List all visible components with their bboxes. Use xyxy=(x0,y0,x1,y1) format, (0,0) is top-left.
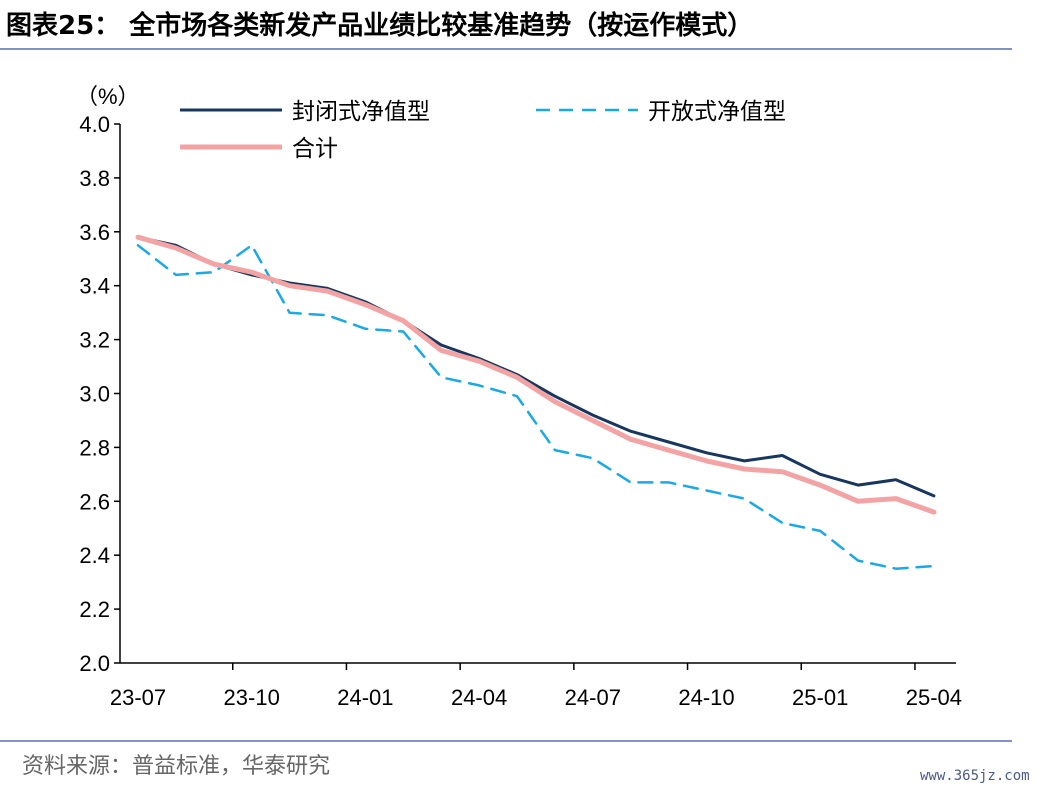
legend-label-open: 开放式净值型 xyxy=(648,99,786,125)
watermark: www.365jz.com xyxy=(920,768,1030,784)
axes: 2.0 2.2 2.4 2.6 2.8 3.0 3.2 3.4 3.6 3.8 4.0 23-07 23… xyxy=(79,112,962,710)
y-tick-label: 2.4 xyxy=(79,543,110,568)
source-note: 资料来源：普益标准，华泰研究 xyxy=(22,754,331,779)
y-tick-label: 3.0 xyxy=(79,382,110,407)
series-line-total xyxy=(135,234,937,515)
y-unit-label: （%） xyxy=(76,84,140,109)
x-tick-label: 24-01 xyxy=(337,685,393,710)
y-tick-label: 3.6 xyxy=(79,220,110,245)
y-tick-label: 3.8 xyxy=(79,166,110,191)
y-tick-label: 3.2 xyxy=(79,328,110,353)
x-tick-label: 24-07 xyxy=(565,685,621,710)
legend-label-total: 合计 xyxy=(292,136,338,162)
line-chart: 2.0 2.2 2.4 2.6 2.8 3.0 3.2 3.4 3.6 3.8 4.0 23-07 23… xyxy=(76,84,962,710)
x-tick-label: 23-10 xyxy=(224,685,280,710)
y-tick-label: 4.0 xyxy=(79,112,110,137)
y-tick-label: 2.2 xyxy=(79,597,110,622)
series-lines xyxy=(135,234,937,570)
source-rule xyxy=(0,740,1012,742)
y-tick-label: 2.8 xyxy=(79,435,110,460)
title-rule xyxy=(0,48,1012,50)
y-tick-label: 3.4 xyxy=(79,274,110,299)
y-tick-label: 2.0 xyxy=(79,651,110,676)
x-tick-label: 24-04 xyxy=(451,685,507,710)
x-tick-label: 25-04 xyxy=(906,685,962,710)
x-tick-label: 23-07 xyxy=(110,685,166,710)
x-tick-label: 25-01 xyxy=(792,685,848,710)
legend-label-closed: 封闭式净值型 xyxy=(292,99,430,125)
y-tick-label: 2.6 xyxy=(79,489,110,514)
x-tick-label: 24-10 xyxy=(678,685,734,710)
series-line-open xyxy=(136,244,936,570)
figure-title: 图表25： 全市场各类新发产品业绩比较基准趋势（按运作模式） xyxy=(6,11,754,41)
